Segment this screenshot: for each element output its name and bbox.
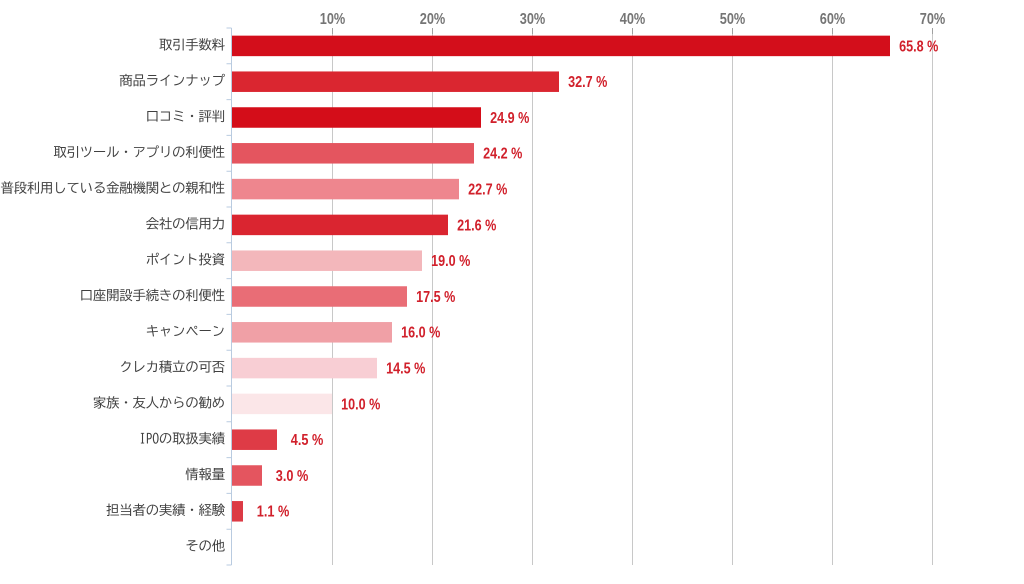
svg-text:30%: 30% bbox=[520, 11, 546, 28]
svg-text:50%: 50% bbox=[720, 11, 746, 28]
svg-text:21.6 %: 21.6 % bbox=[457, 217, 496, 234]
svg-text:60%: 60% bbox=[820, 11, 846, 28]
svg-text:65.8 %: 65.8 % bbox=[899, 38, 938, 55]
svg-text:17.5 %: 17.5 % bbox=[416, 289, 455, 306]
svg-text:16.0 %: 16.0 % bbox=[401, 325, 440, 342]
svg-text:40%: 40% bbox=[620, 11, 646, 28]
svg-text:22.7 %: 22.7 % bbox=[468, 182, 507, 199]
svg-text:20%: 20% bbox=[420, 11, 446, 28]
svg-text:14.5 %: 14.5 % bbox=[386, 361, 425, 378]
svg-text:24.2 %: 24.2 % bbox=[483, 146, 522, 163]
svg-text:1.1 %: 1.1 % bbox=[257, 504, 290, 521]
svg-text:32.7 %: 32.7 % bbox=[568, 74, 607, 91]
svg-text:24.9 %: 24.9 % bbox=[490, 110, 529, 127]
svg-text:10%: 10% bbox=[320, 11, 346, 28]
svg-text:19.0 %: 19.0 % bbox=[431, 253, 470, 270]
svg-text:4.5 %: 4.5 % bbox=[291, 432, 324, 449]
svg-text:3.0 %: 3.0 % bbox=[276, 468, 309, 485]
svg-text:10.0 %: 10.0 % bbox=[341, 396, 380, 413]
svg-text:70%: 70% bbox=[920, 11, 946, 28]
